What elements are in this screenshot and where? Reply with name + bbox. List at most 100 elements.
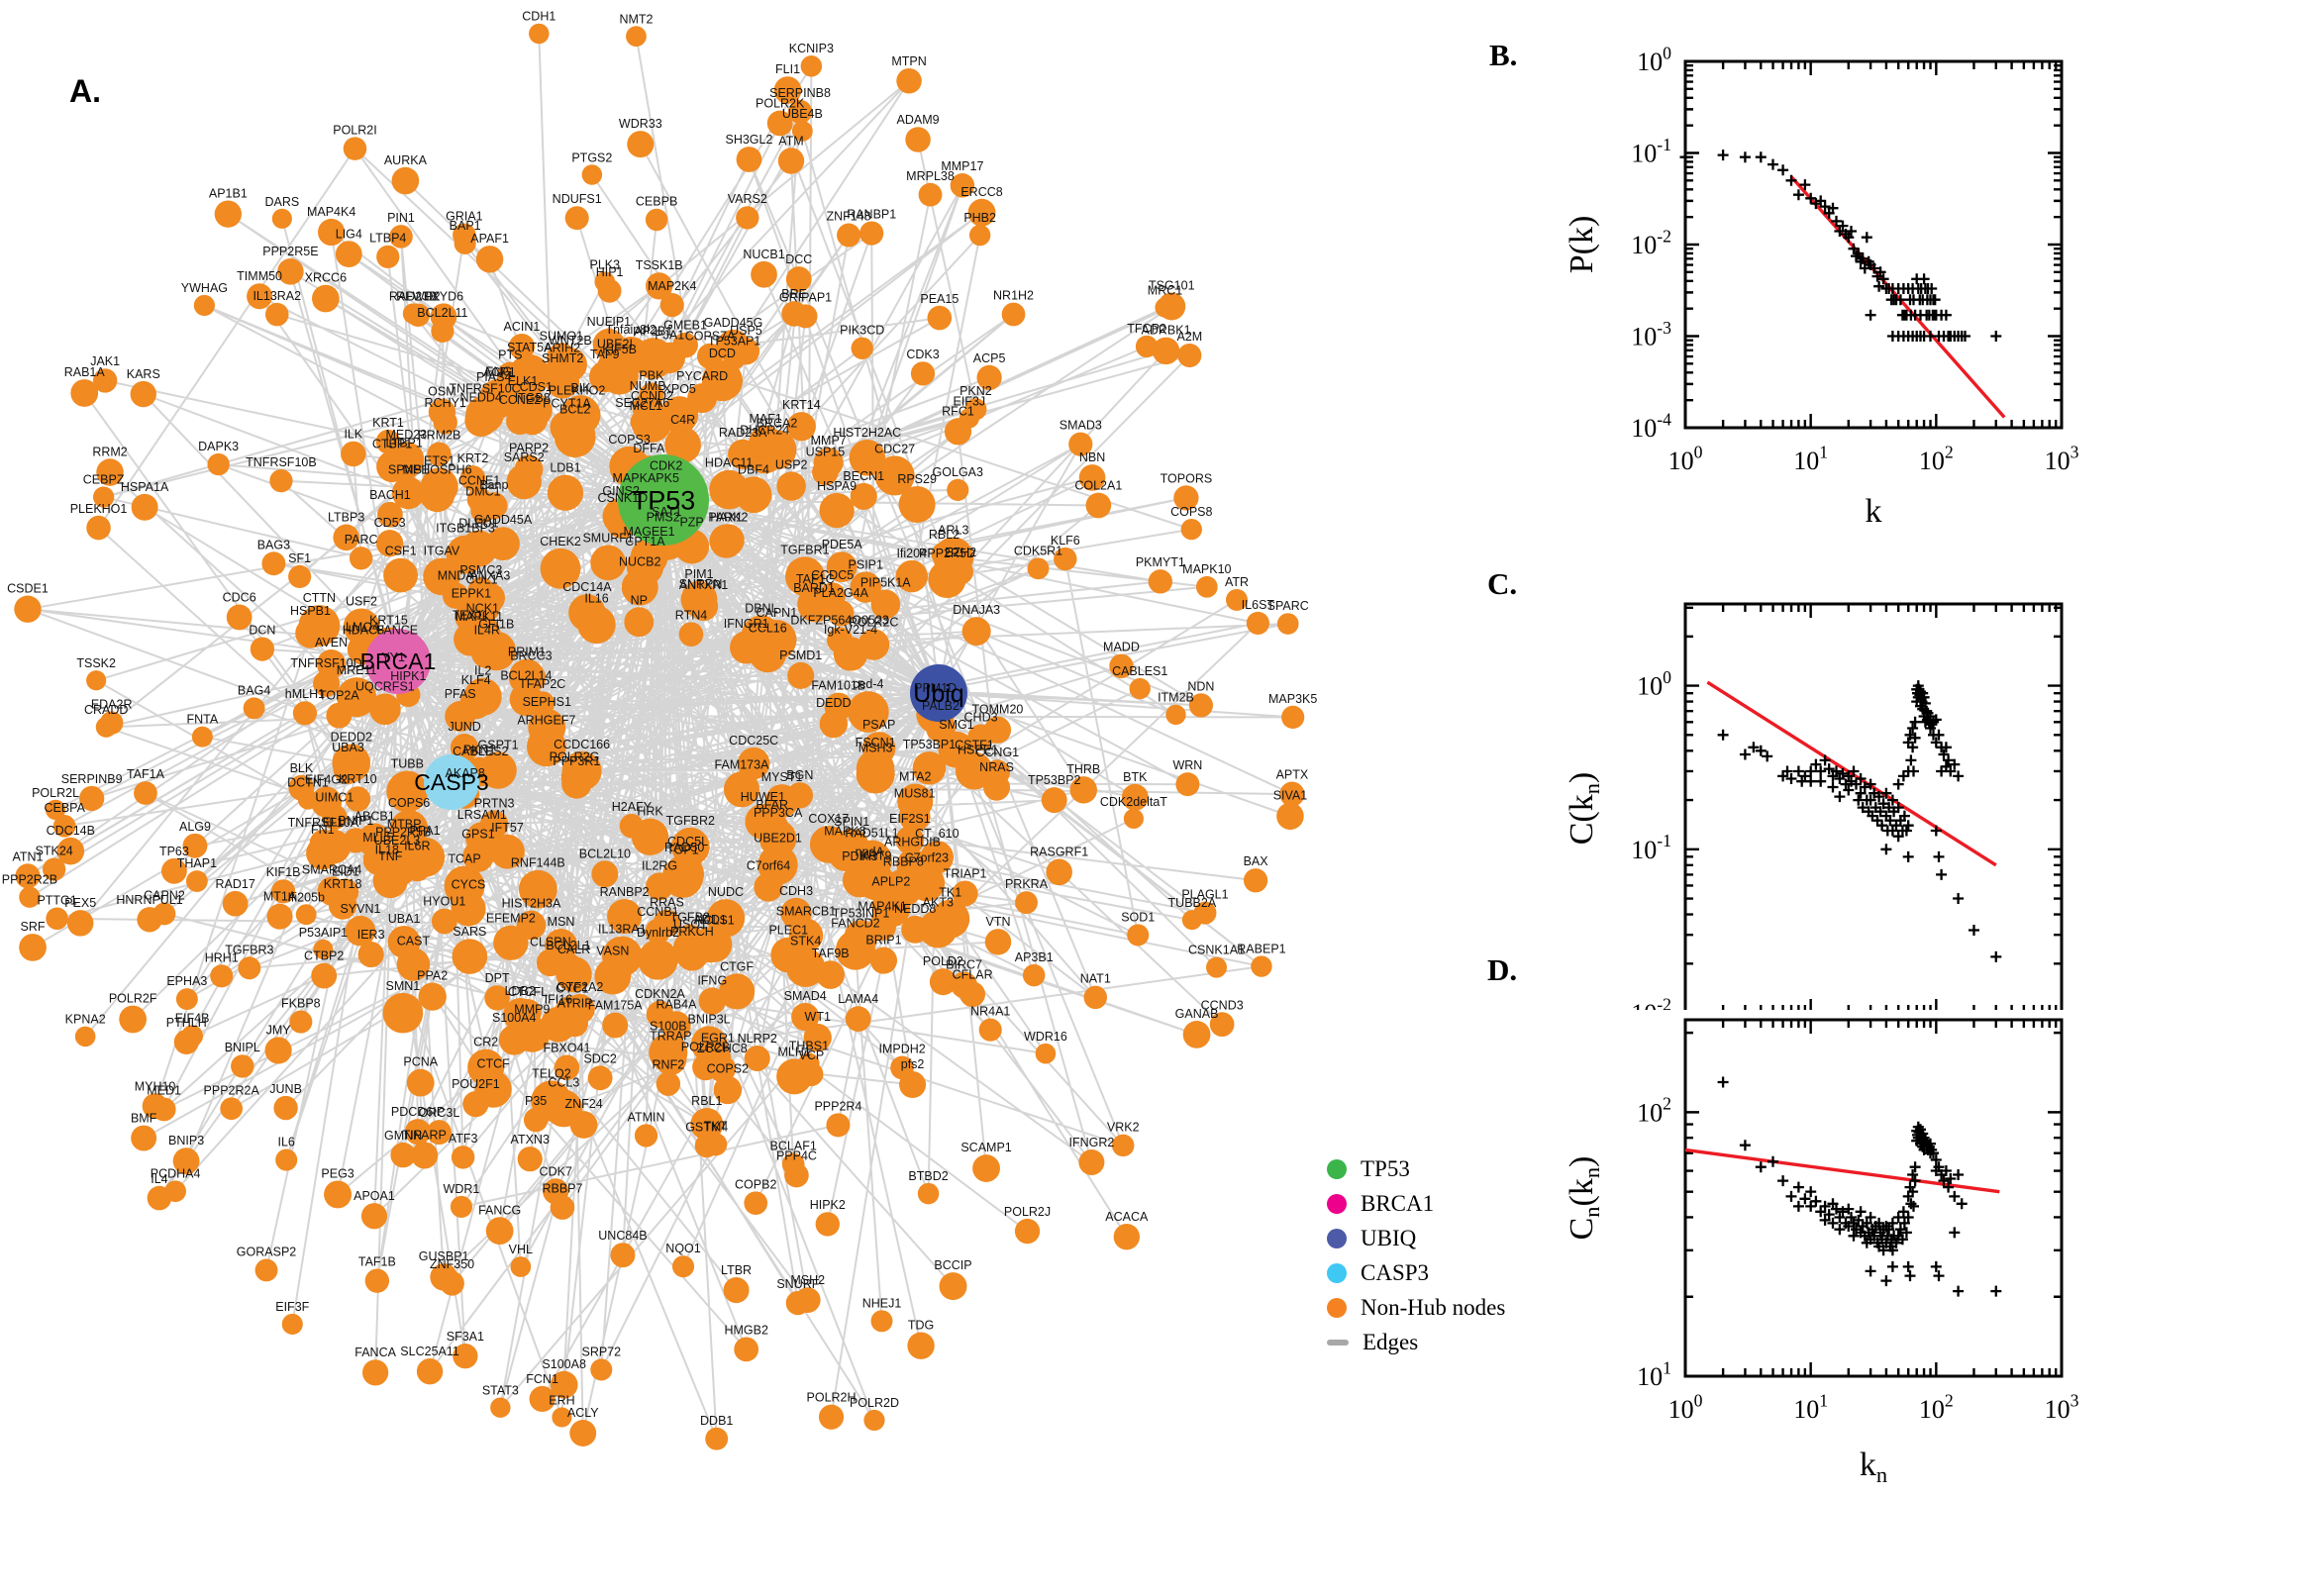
network-node[interactable] — [1177, 344, 1202, 368]
network-node[interactable] — [939, 1272, 967, 1301]
network-node[interactable] — [1027, 557, 1050, 580]
network-node[interactable] — [690, 1026, 728, 1062]
network-node[interactable] — [554, 995, 591, 1033]
network-node[interactable] — [1111, 1134, 1135, 1157]
network-node[interactable] — [313, 939, 334, 959]
network-node[interactable] — [1078, 464, 1106, 491]
network-node[interactable] — [364, 1268, 390, 1293]
network-node[interactable] — [326, 702, 353, 729]
network-node[interactable] — [356, 823, 392, 857]
network-node[interactable] — [99, 711, 124, 735]
network-node[interactable] — [736, 147, 762, 172]
network-node[interactable] — [451, 891, 486, 927]
hub-node-tp53[interactable] — [618, 454, 709, 546]
network-node[interactable] — [175, 988, 198, 1011]
network-node[interactable] — [86, 515, 111, 541]
network-node[interactable] — [377, 501, 403, 528]
network-node[interactable] — [818, 1404, 845, 1430]
network-node[interactable] — [490, 1397, 511, 1418]
network-node[interactable] — [311, 962, 338, 989]
network-node[interactable] — [261, 551, 286, 576]
network-node[interactable] — [984, 929, 1012, 955]
network-node[interactable] — [626, 26, 647, 48]
network-node[interactable] — [870, 1310, 893, 1333]
network-node[interactable] — [450, 1195, 473, 1219]
network-node[interactable] — [800, 55, 823, 77]
network-node[interactable] — [1195, 575, 1218, 598]
network-node[interactable] — [741, 615, 781, 655]
network-node[interactable] — [382, 992, 424, 1034]
network-node[interactable] — [510, 1256, 532, 1277]
network-node[interactable] — [264, 1037, 292, 1064]
network-node[interactable] — [453, 1343, 478, 1369]
network-node[interactable] — [490, 834, 525, 869]
network-node[interactable] — [671, 1255, 695, 1278]
network-node[interactable] — [214, 200, 243, 228]
network-node[interactable] — [545, 929, 578, 962]
network-node[interactable] — [869, 947, 898, 974]
network-node[interactable] — [562, 397, 591, 426]
network-node[interactable] — [450, 734, 479, 762]
network-node[interactable] — [52, 815, 76, 838]
network-node[interactable] — [529, 1385, 556, 1413]
network-node[interactable] — [602, 936, 643, 977]
network-node[interactable] — [874, 455, 915, 496]
network-node[interactable] — [357, 942, 384, 968]
network-node[interactable] — [787, 661, 815, 689]
network-node[interactable] — [277, 257, 304, 285]
network-node[interactable] — [1014, 1218, 1041, 1245]
network-node[interactable] — [826, 551, 858, 583]
network-node[interactable] — [349, 547, 373, 570]
network-node[interactable] — [514, 454, 544, 484]
network-node[interactable] — [288, 564, 312, 588]
network-node[interactable] — [483, 378, 516, 412]
network-node[interactable] — [554, 1054, 580, 1080]
network-node[interactable] — [543, 1178, 569, 1205]
network-node[interactable] — [590, 545, 627, 581]
network-node[interactable] — [719, 973, 756, 1010]
network-node[interactable] — [231, 1054, 254, 1078]
network-node[interactable] — [1121, 783, 1149, 811]
hub-node-ubiq[interactable] — [910, 664, 967, 722]
network-node[interactable] — [46, 907, 68, 931]
network-node[interactable] — [794, 1287, 821, 1314]
network-node[interactable] — [827, 599, 855, 627]
network-node[interactable] — [1001, 302, 1026, 327]
network-node[interactable] — [895, 826, 925, 854]
network-node[interactable] — [540, 548, 581, 589]
network-node[interactable] — [328, 891, 357, 920]
network-node[interactable] — [1173, 485, 1199, 511]
network-node[interactable] — [656, 1071, 681, 1096]
network-node[interactable] — [172, 1147, 200, 1175]
network-node[interactable] — [826, 1113, 851, 1138]
network-node[interactable] — [736, 206, 759, 230]
network-node[interactable] — [518, 869, 557, 909]
network-node[interactable] — [1054, 547, 1077, 571]
network-node[interactable] — [19, 934, 47, 961]
network-node[interactable] — [147, 1185, 172, 1211]
network-node[interactable] — [581, 164, 603, 185]
network-node[interactable] — [19, 886, 41, 908]
network-node[interactable] — [688, 591, 719, 622]
network-node[interactable] — [634, 1124, 658, 1147]
network-node[interactable] — [389, 225, 413, 249]
network-node[interactable] — [646, 872, 674, 901]
network-node[interactable] — [388, 449, 420, 481]
network-node[interactable] — [70, 379, 99, 407]
network-node[interactable] — [403, 852, 432, 882]
network-node[interactable] — [798, 1052, 820, 1074]
network-node[interactable] — [890, 1055, 914, 1080]
network-node[interactable] — [594, 271, 616, 292]
network-node[interactable] — [1135, 335, 1159, 358]
network-node[interactable] — [191, 726, 213, 748]
network-node[interactable] — [927, 305, 953, 331]
network-node[interactable] — [92, 486, 115, 508]
network-node[interactable] — [386, 770, 429, 813]
network-node[interactable] — [466, 487, 492, 512]
network-node[interactable] — [1276, 802, 1304, 831]
network-node[interactable] — [79, 785, 105, 812]
network-node[interactable] — [766, 110, 793, 137]
network-node[interactable] — [734, 1337, 759, 1362]
network-node[interactable] — [968, 224, 991, 247]
network-node[interactable] — [967, 198, 996, 227]
